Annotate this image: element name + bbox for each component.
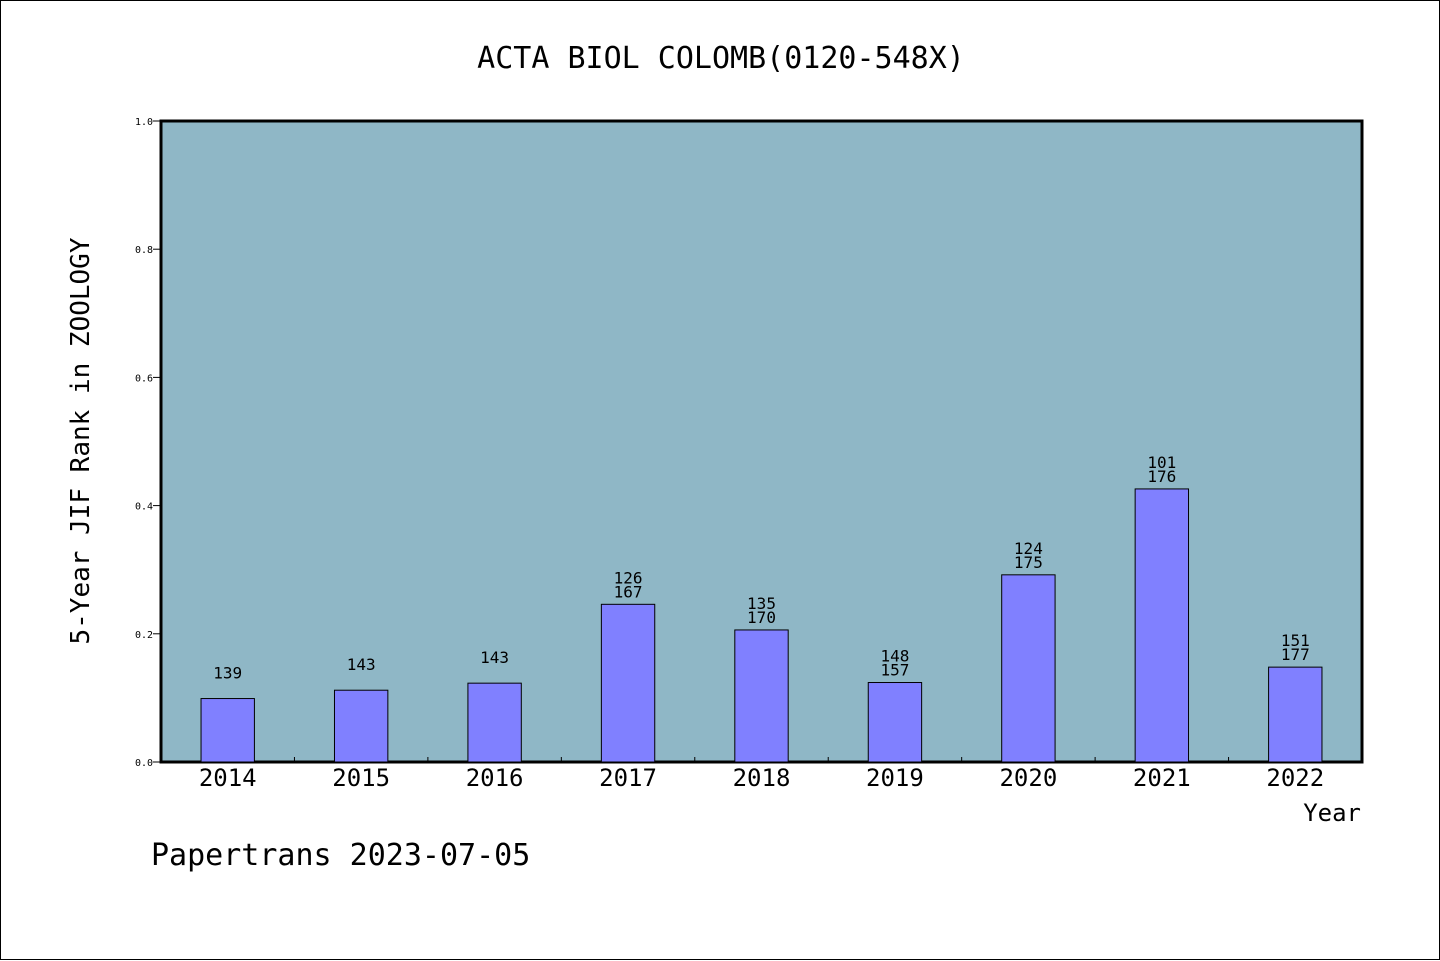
x-tick-label: 2019	[866, 764, 924, 792]
bar-2016	[467, 682, 522, 763]
bar-data-label: 177	[1281, 645, 1310, 664]
bar-data-label: 175	[1014, 553, 1043, 572]
bar-2019	[867, 682, 923, 763]
x-axis-label: Year	[1303, 799, 1361, 827]
x-tick-label: 2022	[1266, 764, 1324, 792]
y-tick-label: 0.0	[135, 758, 153, 769]
bar-2014	[200, 698, 255, 763]
y-tick-label: 1.0	[135, 117, 153, 128]
y-axis-label: 5-Year JIF Rank in ZOOLOGY	[66, 237, 96, 644]
bar-2015	[333, 689, 389, 763]
y-tick-label: 0.2	[135, 630, 153, 641]
bar-data-label: 176	[1147, 467, 1176, 486]
x-tick-label: 2015	[332, 764, 390, 792]
bar-data-label: 124	[1014, 539, 1043, 558]
bar-2017	[600, 603, 656, 763]
x-tick-label: 2017	[599, 764, 657, 792]
bar-data-label: 170	[747, 608, 776, 627]
x-tick-label: 2014	[199, 764, 257, 792]
bar-data-label: 157	[880, 661, 909, 680]
bar-2022	[1268, 666, 1323, 763]
bar-data-label: 143	[480, 648, 509, 667]
y-tick-label: 0.6	[135, 373, 153, 384]
bar-data-label: 139	[213, 664, 242, 683]
y-tick-label: 0.4	[135, 502, 153, 513]
bar-data-label: 101	[1147, 453, 1176, 472]
bar-2018	[734, 629, 789, 763]
bar-data-label: 148	[880, 647, 909, 666]
bar-data-label: 126	[614, 568, 643, 587]
footer-text: Papertrans 2023-07-05	[151, 838, 530, 873]
bar-2021	[1134, 488, 1190, 763]
y-tick-label: 0.8	[135, 245, 153, 256]
x-tick-label: 2018	[733, 764, 791, 792]
x-tick-label: 2020	[999, 764, 1057, 792]
bar-data-label: 135	[747, 594, 776, 613]
x-tick-label: 2016	[466, 764, 524, 792]
bar-2020	[1001, 574, 1056, 763]
ticks-group: 2014 2015 2016 2017 2018 2019 2020 2021 2022 0.0 0…	[135, 117, 1324, 792]
bar-data-label: 167	[614, 582, 643, 601]
x-tick-label: 2021	[1133, 764, 1191, 792]
bar-data-label: 143	[347, 655, 376, 674]
chart-title: ACTA BIOL COLOMB(0120-548X)	[477, 41, 965, 76]
bar-data-label: 151	[1281, 631, 1310, 650]
